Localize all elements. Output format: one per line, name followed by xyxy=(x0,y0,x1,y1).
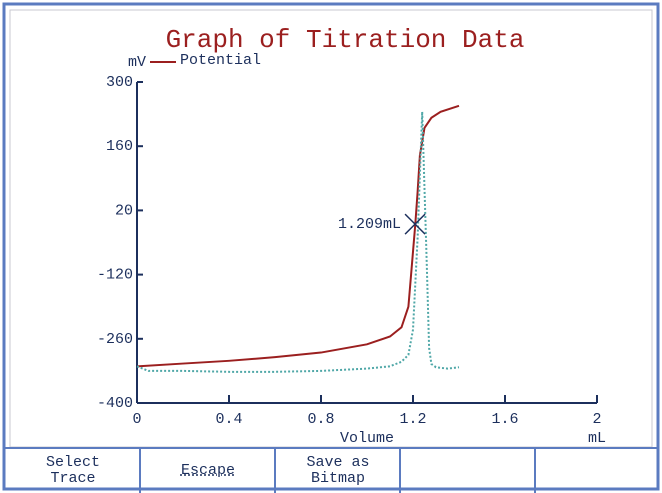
x-tick-label: 2 xyxy=(592,411,601,428)
soft-key-label: Escape xyxy=(180,462,235,479)
x-tick-label: 1.6 xyxy=(491,411,518,428)
soft-key[interactable]: Select Trace xyxy=(6,449,140,493)
annotation-marker xyxy=(404,213,426,235)
y-tick-label: 160 xyxy=(106,138,133,155)
soft-key-label: Bitmap xyxy=(310,470,365,487)
soft-key-label: Save as xyxy=(306,454,370,471)
soft-key-label: Trace xyxy=(50,470,96,487)
chart-title: Graph of Titration Data xyxy=(166,25,525,55)
y-axis-label: mV xyxy=(128,54,146,71)
series-line xyxy=(136,104,460,368)
x-tick-label: 0 xyxy=(132,411,141,428)
plot-panel xyxy=(9,9,653,448)
y-tick-label: -120 xyxy=(97,267,133,284)
y-tick-label: -400 xyxy=(97,395,133,412)
series-line xyxy=(136,111,460,373)
soft-key-label: Select xyxy=(45,454,100,471)
annotation-label: 1.209mL xyxy=(338,216,401,233)
y-tick-label: 20 xyxy=(115,202,133,219)
y-tick-label: 300 xyxy=(106,74,133,91)
x-axis-unit: mL xyxy=(588,430,606,447)
x-axis-label: Volume xyxy=(340,430,394,447)
x-tick-label: 0.4 xyxy=(215,411,242,428)
soft-key[interactable]: Escape xyxy=(141,449,275,493)
x-tick-label: 1.2 xyxy=(399,411,426,428)
x-tick-label: 0.8 xyxy=(307,411,334,428)
legend-label: Potential xyxy=(180,52,261,69)
y-tick-label: -260 xyxy=(97,331,133,348)
soft-key[interactable]: Save as Bitmap xyxy=(276,449,400,493)
